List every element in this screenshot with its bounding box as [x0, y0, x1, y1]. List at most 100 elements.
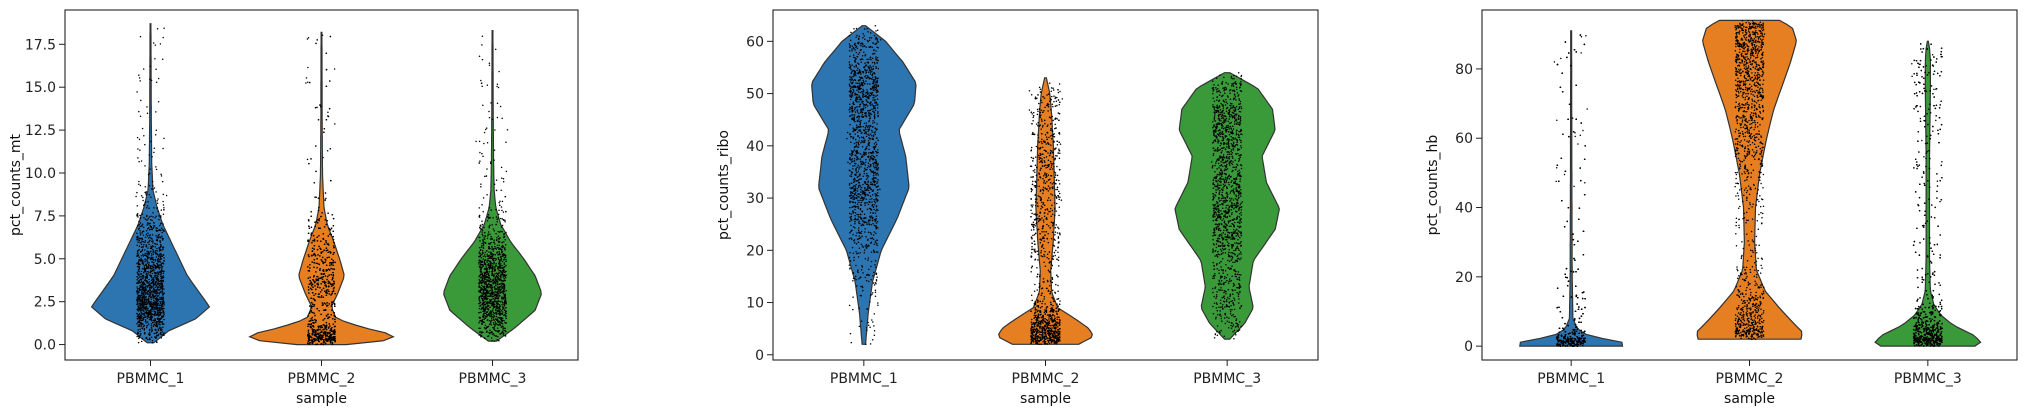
strip-dot — [136, 315, 139, 317]
strip-dot — [142, 319, 144, 322]
strip-dot — [137, 241, 139, 243]
strip-dot — [334, 292, 336, 295]
strip-dot — [322, 250, 324, 253]
strip-dot — [332, 332, 335, 335]
strip-dot — [146, 259, 148, 261]
strip-dot — [317, 325, 319, 328]
strip-dot — [478, 214, 481, 217]
strip-dot — [485, 276, 487, 279]
strip-dot — [144, 302, 146, 304]
strip-dot — [318, 293, 320, 295]
strip-dot — [486, 301, 489, 303]
strip-dot — [868, 223, 870, 225]
strip-dot — [141, 291, 143, 294]
strip-dot — [503, 309, 506, 311]
strip-dot — [140, 333, 142, 335]
strip-dot — [492, 241, 495, 244]
strip-dot — [490, 303, 493, 305]
strip-dot — [876, 182, 878, 185]
strip-dot — [333, 311, 335, 314]
strip-dot — [315, 262, 317, 265]
strip-dot — [154, 249, 157, 252]
strip-dot — [139, 217, 142, 219]
strip-dot — [481, 44, 483, 46]
strip-dot — [146, 267, 148, 270]
strip-dot — [505, 307, 507, 309]
strip-dot — [498, 320, 501, 323]
strip-dot — [162, 275, 165, 277]
strip-dot — [152, 253, 155, 255]
strip-dot — [502, 258, 505, 261]
strip-dot — [160, 257, 163, 260]
strip-dot — [484, 301, 486, 303]
strip-dot — [876, 276, 878, 278]
strip-dot — [136, 212, 139, 215]
strip-dot — [163, 260, 165, 262]
strip-dot — [333, 331, 336, 333]
strip-dot — [859, 199, 861, 202]
strip-dot — [487, 308, 489, 310]
strip-dot — [320, 240, 322, 242]
strip-dot — [141, 309, 143, 311]
strip-dot — [876, 79, 879, 82]
strip-dot — [500, 226, 503, 228]
strip-dot — [141, 274, 144, 277]
strip-dot — [148, 228, 151, 231]
strip-dot — [481, 35, 484, 38]
strip-dot — [163, 209, 165, 211]
strip-dot — [157, 272, 160, 275]
strip-dot — [851, 201, 853, 203]
strip-dot — [864, 231, 866, 233]
strip-dot — [324, 290, 326, 292]
strip-dot — [498, 283, 501, 285]
strip-dot — [309, 287, 312, 290]
strip-dot — [498, 238, 501, 240]
strip-dot — [138, 325, 141, 327]
strip-dot — [314, 281, 316, 284]
strip-dot — [162, 213, 165, 215]
strip-dot — [498, 70, 500, 73]
strip-dot — [500, 284, 503, 286]
strip-dot — [875, 85, 878, 88]
strip-dot — [500, 166, 503, 169]
strip-dot — [143, 328, 146, 330]
strip-dot — [154, 245, 157, 248]
strip-dot — [498, 300, 500, 302]
strip-dot — [492, 291, 494, 294]
strip-dot — [155, 256, 158, 258]
strip-dot — [328, 227, 330, 230]
strip-dot — [503, 320, 505, 322]
strip-dot — [502, 266, 505, 269]
strip-dot — [319, 291, 322, 293]
strip-dot — [148, 311, 150, 314]
strip-dot — [160, 327, 162, 329]
strip-dot — [154, 283, 157, 285]
strip-dot — [321, 280, 324, 283]
strip-dot — [325, 247, 328, 249]
strip-dot — [333, 68, 336, 70]
strip-dot — [850, 150, 853, 152]
strip-dot — [865, 158, 867, 161]
strip-dot — [162, 309, 164, 312]
strip-dot — [320, 273, 323, 275]
strip-dot — [871, 129, 873, 132]
strip-dot — [137, 268, 140, 271]
strip-dot — [326, 256, 329, 259]
strip-dot — [499, 317, 501, 319]
strip-dot — [138, 245, 141, 248]
strip-dot — [501, 260, 504, 263]
strip-dot — [484, 275, 487, 277]
strip-dot — [497, 309, 499, 311]
strip-dot — [147, 297, 150, 299]
strip-dot — [140, 284, 143, 286]
strip-dot — [496, 85, 498, 88]
strip-dot — [152, 325, 154, 327]
strip-dot — [138, 297, 141, 300]
strip-dot — [478, 259, 481, 261]
strip-dot — [859, 194, 862, 196]
strip-dot — [154, 264, 157, 267]
strip-dot — [141, 290, 143, 292]
strip-dot — [478, 162, 480, 164]
strip-dot — [501, 271, 504, 274]
strip-dots-PBMMC_1 — [135, 27, 168, 344]
